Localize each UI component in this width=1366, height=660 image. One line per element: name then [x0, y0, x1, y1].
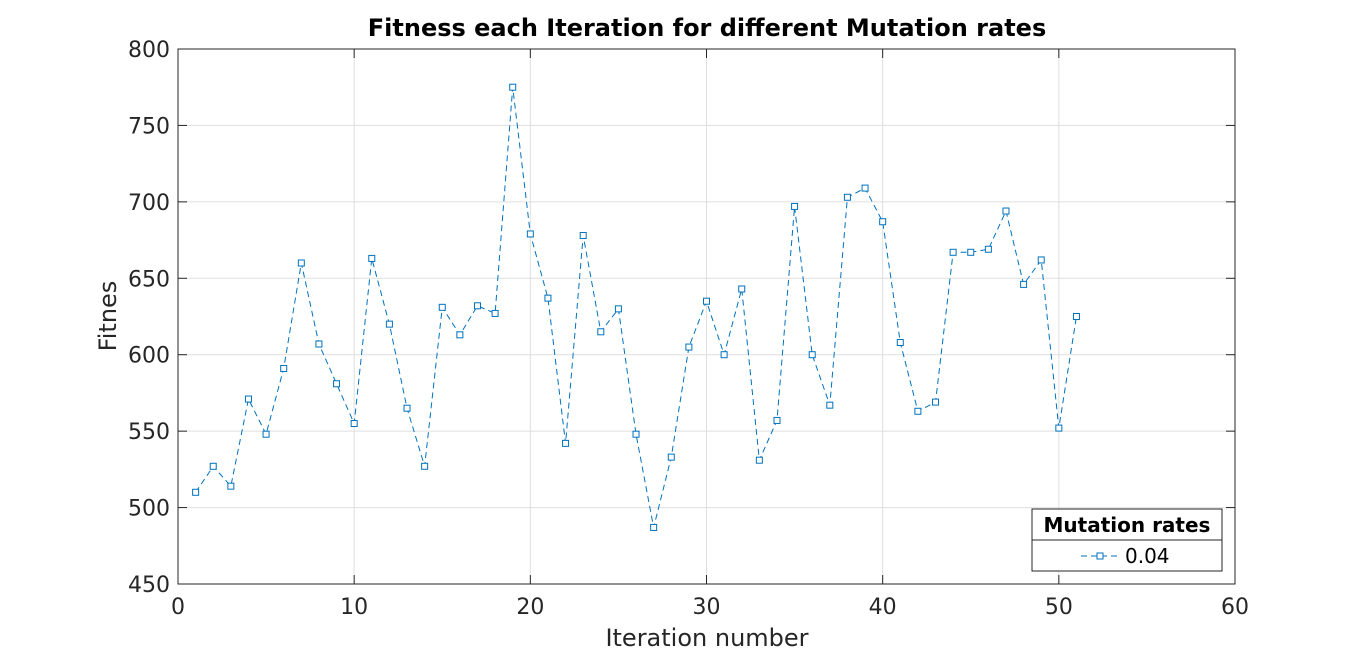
data-point-marker — [244, 395, 252, 403]
y-tick-label: 500 — [128, 497, 170, 522]
data-point-marker — [544, 294, 552, 302]
legend-swatch-marker — [1096, 552, 1104, 560]
x-tick-label: 20 — [516, 595, 544, 620]
data-point-marker — [579, 231, 587, 239]
data-point-marker — [262, 430, 270, 438]
data-point-marker — [755, 456, 763, 464]
data-point-marker — [667, 453, 675, 461]
data-point-marker — [385, 320, 393, 328]
data-point-marker — [1055, 424, 1063, 432]
legend-title: Mutation rates — [1044, 513, 1211, 537]
data-point-marker — [808, 351, 816, 359]
series-line — [195, 87, 1077, 528]
y-tick-labels: 450 500 550 600 650 700 750 800 — [128, 38, 170, 598]
data-point-marker — [333, 380, 341, 388]
data-point-marker — [456, 331, 464, 339]
data-point-marker — [526, 230, 534, 238]
data-point-marker — [703, 297, 710, 305]
data-point-marker — [650, 523, 658, 531]
data-point-marker — [843, 193, 851, 201]
data-point-marker — [896, 338, 904, 346]
data-point-marker — [209, 462, 217, 470]
data-point-marker — [914, 407, 922, 415]
data-point-marker — [984, 245, 992, 253]
data-point-marker — [421, 462, 429, 470]
data-point-marker — [1072, 313, 1080, 320]
legend: Mutation rates 0.04 — [1031, 508, 1223, 572]
data-point-marker — [227, 482, 235, 490]
y-tick-label: 450 — [128, 573, 170, 598]
data-point-marker — [685, 343, 693, 351]
series-layer — [192, 83, 1080, 531]
data-point-marker — [280, 364, 288, 372]
y-tick-label: 750 — [128, 114, 170, 139]
x-tick-label: 40 — [869, 595, 897, 620]
data-point-marker — [403, 404, 411, 412]
y-tick-label: 650 — [128, 267, 170, 292]
data-point-marker — [192, 488, 200, 496]
data-point-marker — [861, 184, 869, 192]
data-point-marker — [738, 285, 746, 293]
x-tick-labels: 0 10 20 30 40 50 60 — [171, 595, 1249, 620]
x-tick-label: 50 — [1045, 595, 1073, 620]
y-axis-label: Fitnes — [94, 281, 122, 352]
data-point-marker — [509, 83, 517, 91]
data-point-marker — [1020, 280, 1028, 288]
x-tick-label: 30 — [693, 595, 721, 620]
legend-entry-label: 0.04 — [1125, 544, 1170, 568]
data-point-marker — [773, 416, 781, 424]
data-point-marker — [438, 303, 446, 311]
data-point-marker — [350, 420, 358, 427]
data-point-marker — [791, 202, 799, 210]
y-tick-label: 800 — [128, 38, 170, 63]
axis-ticks — [177, 48, 1236, 585]
data-point-marker — [562, 439, 570, 447]
data-point-marker — [967, 248, 975, 256]
x-axis-label: Iteration number — [605, 624, 808, 652]
data-point-marker — [1037, 256, 1045, 264]
y-tick-label: 700 — [128, 191, 170, 216]
data-point-marker — [949, 248, 957, 256]
chart-title: Fitness each Iteration for different Mut… — [368, 14, 1046, 42]
data-point-marker — [614, 305, 622, 313]
x-tick-label: 0 — [171, 595, 185, 620]
data-point-marker — [932, 398, 940, 406]
y-tick-label: 600 — [128, 344, 170, 369]
data-point-marker — [720, 351, 728, 359]
data-point-marker — [879, 218, 887, 226]
x-tick-label: 60 — [1221, 595, 1249, 620]
data-point-marker — [826, 401, 834, 409]
data-point-marker — [491, 309, 499, 317]
data-point-marker — [632, 430, 640, 438]
data-point-marker — [315, 340, 323, 348]
y-tick-label: 550 — [128, 420, 170, 445]
data-point-marker — [597, 328, 605, 336]
data-point-marker — [297, 259, 305, 267]
x-tick-label: 10 — [340, 595, 368, 620]
data-point-marker — [368, 254, 376, 262]
data-point-marker — [1002, 207, 1010, 215]
data-point-marker — [473, 302, 481, 310]
